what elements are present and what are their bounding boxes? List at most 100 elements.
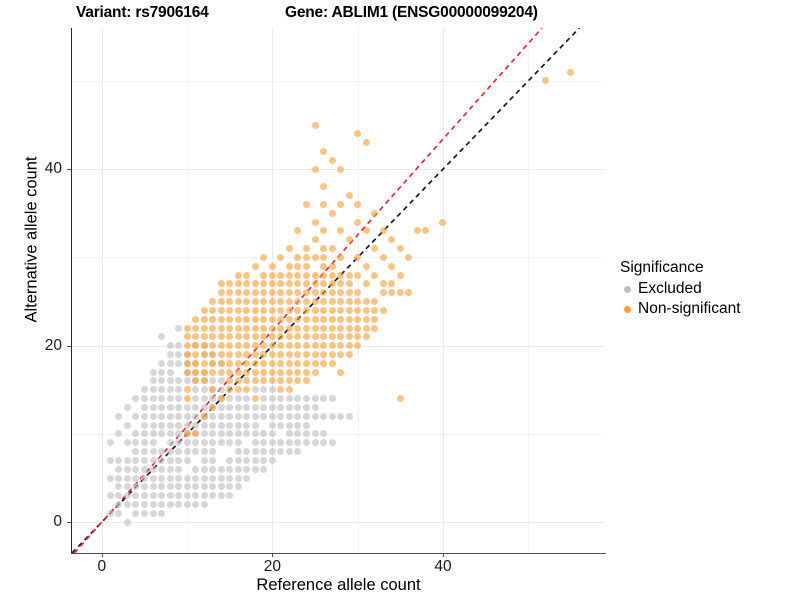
data-point [183,439,191,447]
data-point [285,289,293,297]
data-point [243,368,251,376]
data-point [277,324,285,332]
data-point [209,377,217,385]
gridline-h-major [72,522,605,523]
data-point [337,165,345,173]
data-point [209,350,217,358]
data-point [285,439,293,447]
data-point [217,306,225,314]
data-point [354,306,362,314]
data-point [234,456,242,464]
data-point [396,395,404,403]
data-point [200,465,208,473]
data-point [328,262,336,270]
data-point [260,403,268,411]
data-point [234,439,242,447]
data-point [149,483,157,491]
data-point [320,333,328,341]
data-point [277,253,285,261]
data-point [183,386,191,394]
data-point [294,359,302,367]
data-point [200,350,208,358]
data-point [123,456,131,464]
data-point [183,430,191,438]
data-point [166,430,174,438]
data-point [294,280,302,288]
data-point [328,306,336,314]
y-tick-label: 0 [53,513,62,531]
data-point [175,448,183,456]
data-point [123,474,131,482]
data-point [337,315,345,323]
data-point [209,359,217,367]
data-point [311,324,319,332]
data-point [251,333,259,341]
data-point [123,421,131,429]
data-point [345,289,353,297]
data-point [303,333,311,341]
data-point [268,448,276,456]
data-point [234,448,242,456]
data-point [251,377,259,385]
data-point [217,403,225,411]
data-point [234,465,242,473]
data-point [396,271,404,279]
data-point [115,430,123,438]
data-point [268,298,276,306]
legend: Significance Excluded Non-significant [620,259,741,319]
data-point [251,315,259,323]
data-point [166,403,174,411]
data-point [200,315,208,323]
data-point [166,377,174,385]
data-point [260,359,268,367]
data-point [226,412,234,420]
data-point [175,342,183,350]
data-point [285,315,293,323]
data-point [243,342,251,350]
data-point [226,342,234,350]
data-point [209,315,217,323]
data-point [209,395,217,403]
data-point [328,359,336,367]
data-point [106,456,114,464]
data-point [388,262,396,270]
data-point [217,324,225,332]
data-point [158,456,166,464]
data-point [260,333,268,341]
data-point [345,350,353,358]
data-point [320,245,328,253]
data-point [320,227,328,235]
data-point [285,306,293,314]
data-point [226,298,234,306]
data-point [311,121,319,129]
x-tick-label: 40 [434,558,452,575]
data-point [268,306,276,314]
data-point [260,395,268,403]
data-point [285,395,293,403]
data-point [200,421,208,429]
data-point [183,421,191,429]
data-point [132,439,140,447]
data-point [320,253,328,261]
data-point [371,324,379,332]
data-point [106,474,114,482]
data-point [371,209,379,217]
data-point [320,262,328,270]
data-point [337,368,345,376]
data-point [175,395,183,403]
data-point [192,377,200,385]
data-point [396,289,404,297]
data-point [200,474,208,482]
data-point [209,421,217,429]
data-point [371,306,379,314]
data-point [294,253,302,261]
legend-item-label: Non-significant [638,300,741,317]
data-point [183,412,191,420]
non-significant-dot [620,302,634,316]
legend-item[interactable]: Non-significant [620,299,741,319]
legend-item[interactable]: Excluded [620,279,741,299]
data-point [285,412,293,420]
data-point [285,342,293,350]
data-point [328,333,336,341]
data-point [251,368,259,376]
